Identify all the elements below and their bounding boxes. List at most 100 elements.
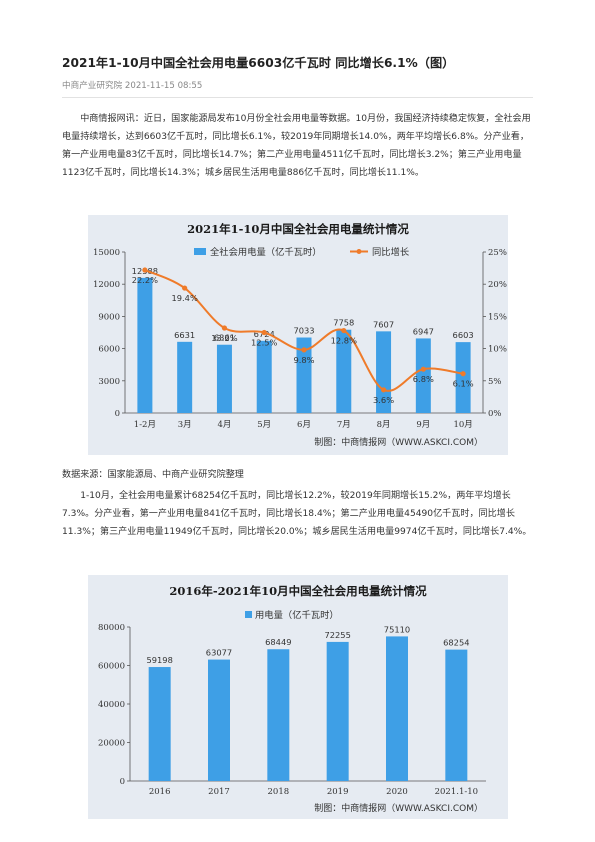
growth-value-label: 13.2% [211,333,237,343]
bar-value-label: 7607 [373,319,394,329]
chart-credit: 制图：中商情报网（WWW.ASKCI.COM） [314,436,483,448]
bar-value-label: 68449 [265,637,291,647]
annual-consumption-chart: 2016年-2021年10月中国全社会用电量统计情况 用电量（亿千瓦时） 0 2000… [88,575,508,819]
y2-tick-label: 0% [488,409,502,419]
data-source-note: 数据来源：国家能源局、中商产业研究院整理 [62,470,244,480]
y-tick-label: 3000 [98,377,120,387]
bar-value-label: 68254 [443,638,469,648]
growth-value-label: 22.2% [132,275,158,285]
growth-value-label: 12.5% [251,338,277,348]
growth-value-label: 9.8% [293,355,314,365]
y-tick-label: 12000 [93,280,120,290]
article-source[interactable]: 中商产业研究院 [62,81,123,91]
growth-point [221,325,228,331]
growth-point [301,347,307,353]
title-divider [62,97,533,98]
y2-tick-label: 10% [488,345,507,355]
chart-title: 2016年-2021年10月中国全社会用电量统计情况 [169,584,427,598]
growth-value-label: 6.1% [453,379,474,389]
x-tick-label: 7月 [337,420,351,430]
legend-bar-label: 全社会用电量（亿千瓦时） [210,246,322,258]
bar [336,329,352,413]
bar-value-label: 6361 [214,333,235,343]
bar-value-label: 6947 [413,326,434,336]
growth-value-label: 6.8% [413,374,434,384]
bar-value-label: 6631 [174,330,195,340]
growth-point [460,371,466,377]
bar [148,667,171,781]
x-tick-label: 2016 [149,787,171,797]
y-tick-label: 0 [120,777,125,787]
article-meta: 中商产业研究院 2021-11-15 08:55 [62,79,202,91]
growth-point [182,285,188,291]
legend-bar-label: 用电量（亿千瓦时） [255,609,339,621]
bar-value-label: 63077 [206,648,232,658]
chart-title: 2021年1-10月中国全社会用电量统计情况 [187,222,409,236]
article-title: 2021年1-10月中国全社会用电量6603亿千瓦时 同比增长6.1%（图） [62,56,455,70]
bar-value-label: 6603 [453,330,474,340]
y-tick-label: 80000 [98,623,125,633]
x-tick-label: 2018 [268,787,290,797]
x-tick-label: 2021.1-10 [435,787,478,797]
growth-value-label: 3.6% [373,395,394,405]
bar [177,341,193,413]
y2-tick-label: 25% [488,248,507,258]
growth-value-label: 19.4% [171,293,197,303]
x-tick-label: 10月 [453,420,472,430]
chart-credit: 制图：中商情报网（WWW.ASKCI.COM） [314,802,483,814]
bar-value-label: 75110 [384,624,410,634]
monthly-consumption-chart: 2021年1-10月中国全社会用电量统计情况全社会用电量（亿千瓦时） 同比增长 0 3… [88,215,508,455]
x-tick-label: 6月 [297,420,311,430]
y-tick-label: 15000 [93,248,120,258]
growth-point [341,327,347,334]
bar [445,649,468,781]
growth-point [420,366,426,372]
bar [386,636,408,781]
x-tick-label: 1-2月 [134,420,156,430]
x-tick-label: 2017 [208,787,230,797]
article-date: 2021-11-15 08:55 [124,81,203,91]
paragraph-intro: 中商情报网讯：近日，国家能源局发布10月份全社会用电量等数据。10月份，我国经济… [62,114,531,178]
bar-value-label: 7033 [293,326,314,336]
growth-value-label: 12.8% [331,336,357,346]
paragraph-cumulative: 1-10月，全社会用电量累计68254亿千瓦时，同比增长12.2%，较2019年… [62,491,532,537]
bar [216,344,232,413]
y-tick-label: 40000 [98,700,125,710]
y-tick-label: 0 [115,409,120,419]
bar [415,338,431,413]
legend-bar-swatch [194,248,206,255]
bar [376,331,392,413]
y-tick-label: 9000 [98,312,120,322]
x-tick-label: 9月 [416,420,430,430]
growth-point [380,387,387,393]
bar [455,342,471,413]
x-tick-label: 8月 [377,420,391,430]
bar [256,340,272,413]
y-tick-label: 6000 [98,345,120,355]
bar [137,277,153,413]
bar [326,641,349,781]
bar-value-label: 7758 [333,318,354,328]
y2-tick-label: 15% [488,312,507,322]
x-tick-label: 2019 [327,787,349,797]
y2-tick-label: 5% [488,377,502,387]
growth-point [261,329,267,336]
bar-value-label: 59198 [146,655,172,665]
x-tick-label: 3月 [178,420,192,430]
y2-tick-label: 20% [488,280,507,290]
bar [208,659,230,781]
legend-bar-swatch [245,611,252,618]
x-tick-label: 4月 [217,420,231,430]
bar-value-label: 72255 [324,630,350,640]
legend-line-label: 同比增长 [372,246,409,258]
growth-point [142,267,148,273]
x-tick-label: 2020 [386,787,408,797]
legend-line-marker [356,249,362,254]
x-tick-label: 5月 [257,420,271,430]
bar [267,649,290,781]
y-tick-label: 60000 [98,662,125,672]
y-tick-label: 20000 [98,739,125,749]
bar [296,337,312,413]
